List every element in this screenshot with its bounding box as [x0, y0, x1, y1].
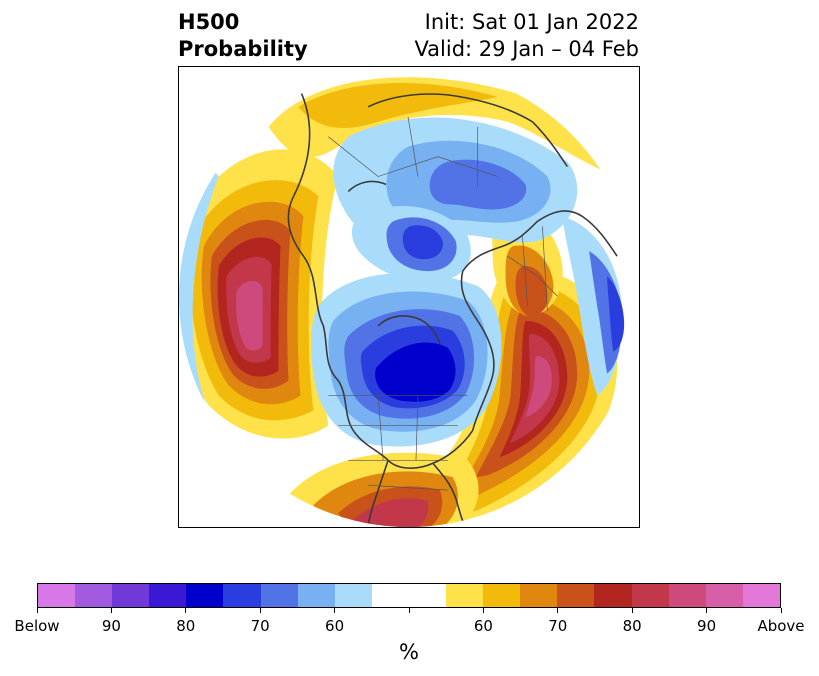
colorbar-segment — [742, 584, 780, 607]
arctic-cold-darkblue — [402, 225, 443, 260]
southus-anomaly-crimson — [353, 498, 429, 527]
colorbar-tick-label: 90 — [697, 617, 717, 635]
atlantic-anomaly-rose — [525, 355, 552, 418]
colorbar-segment — [334, 584, 372, 607]
colorbar-tick — [110, 608, 112, 613]
russia-cold-darkblue — [607, 276, 625, 352]
colorbar-tick — [557, 608, 559, 613]
colorbar-tick — [36, 608, 38, 613]
colorbar-tick-label: 60 — [325, 617, 345, 635]
colorbar-segment — [112, 584, 150, 607]
pacific-anomaly-rose — [236, 280, 263, 351]
colorbar-tick — [185, 608, 187, 613]
colorbar-segment — [520, 584, 558, 607]
colorbar-tick — [482, 608, 484, 613]
colorbar-tick-label: Above — [757, 617, 805, 635]
colorbar-units-label: % — [399, 640, 419, 664]
colorbar-tick — [334, 608, 336, 613]
colorbar-segment — [371, 584, 409, 607]
title-type: Probability — [178, 37, 308, 61]
map-panel — [178, 66, 640, 528]
colorbar-segment — [186, 584, 224, 607]
colorbar-tick — [780, 608, 782, 613]
colorbar-segment — [631, 584, 669, 607]
colorbar-tick — [706, 608, 708, 613]
colorbar-tick-label: 70 — [548, 617, 568, 635]
colorbar-segment — [75, 584, 113, 607]
colorbar-tick — [408, 608, 410, 613]
colorbar-segment — [297, 584, 335, 607]
colorbar-tick-label: 60 — [473, 617, 493, 635]
colorbar-segment — [446, 584, 484, 607]
colorbar-tick-label: 80 — [622, 617, 642, 635]
title-variable: H500 — [178, 10, 240, 34]
colorbar-segment — [483, 584, 521, 607]
colorbar — [37, 583, 781, 608]
canada-cold-deepblue — [375, 342, 456, 402]
colorbar-tick-label: 70 — [250, 617, 270, 635]
colorbar-tick-label: 90 — [101, 617, 121, 635]
chart-title-left: H500 Probability — [178, 9, 308, 63]
colorbar-segment — [149, 584, 187, 607]
colorbar-segment — [38, 584, 76, 607]
title-valid-range: Valid: 29 Jan – 04 Feb — [414, 37, 639, 61]
colorbar-tick-label: 80 — [176, 617, 196, 635]
colorbar-segment — [223, 584, 261, 607]
colorbar-segment — [408, 584, 447, 607]
colorbar-segment — [594, 584, 632, 607]
colorbar-tick-label: Below — [14, 617, 60, 635]
colorbar-segment — [260, 584, 298, 607]
colorbar-segment — [668, 584, 706, 607]
probability-map — [179, 67, 639, 527]
colorbar-tick — [631, 608, 633, 613]
chart-title-right: Init: Sat 01 Jan 2022 Valid: 29 Jan – 04… — [414, 9, 639, 63]
colorbar-tick — [259, 608, 261, 613]
colorbar-segment — [557, 584, 595, 607]
borders — [328, 116, 558, 491]
colorbar-segment — [705, 584, 743, 607]
title-init-date: Init: Sat 01 Jan 2022 — [424, 10, 639, 34]
